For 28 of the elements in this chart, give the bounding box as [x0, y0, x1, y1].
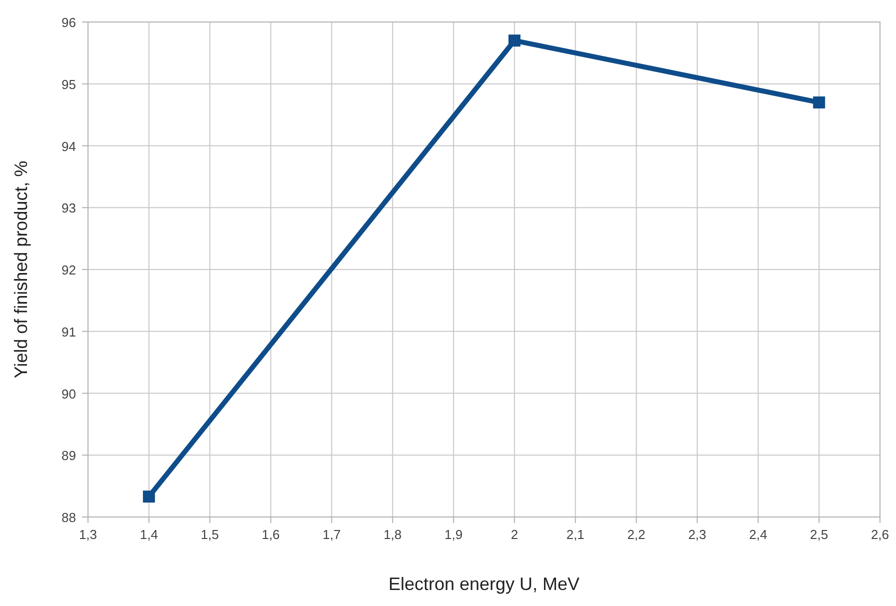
- x-tick-label: 2,3: [688, 527, 706, 542]
- y-tick-label: 95: [62, 76, 76, 92]
- x-tick-label: 2,2: [627, 527, 646, 542]
- y-tick-label: 88: [62, 510, 76, 525]
- x-tick-label: 1,8: [384, 527, 402, 542]
- point: [142, 490, 155, 503]
- y-tick-label: 94: [62, 138, 76, 154]
- x-tick-label: 1,7: [322, 527, 341, 542]
- y-tick-label: 93: [62, 200, 76, 216]
- x-tick-label: 2,4: [749, 527, 768, 542]
- y-tick-label: 96: [62, 15, 76, 30]
- point: [508, 34, 520, 47]
- x-tick-label: 1,4: [140, 527, 158, 542]
- point: [813, 96, 826, 108]
- y-tick-label: 89: [62, 448, 76, 464]
- x-tick-label: 1,5: [200, 527, 219, 542]
- x-tick-label: 2,5: [810, 527, 828, 542]
- x-tick-label: 1,3: [78, 527, 98, 542]
- y-tick-label: 90: [62, 386, 76, 402]
- x-tick-label: 1,6: [262, 527, 280, 542]
- x-tick-label: 1,9: [444, 527, 463, 542]
- x-tick-label: 2,6: [870, 527, 890, 542]
- y-tick-label: 91: [62, 324, 76, 340]
- x-tick-label: 2,1: [566, 527, 584, 542]
- y-axis-title: Yield of finished product, %: [11, 160, 31, 378]
- x-tick-label: 2: [510, 527, 518, 542]
- x-axis-title: Electron energy U, MeV: [388, 574, 580, 594]
- y-tick-label: 92: [62, 262, 76, 278]
